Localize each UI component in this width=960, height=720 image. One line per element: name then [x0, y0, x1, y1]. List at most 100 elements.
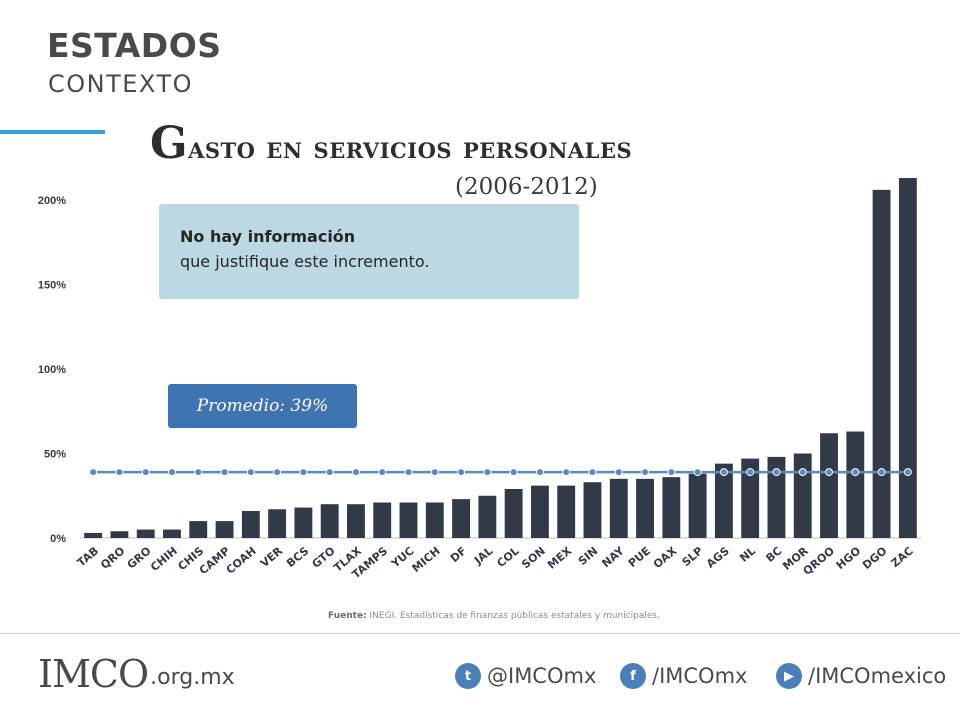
- twitter-link[interactable]: t @IMCOmx: [455, 663, 596, 689]
- average-marker: [614, 468, 623, 477]
- x-tick-label: JAL: [471, 544, 495, 567]
- average-marker: [825, 468, 834, 477]
- logo-wordmark: IMCO: [38, 652, 149, 696]
- average-marker: [115, 468, 124, 477]
- bar: [557, 485, 576, 538]
- average-marker: [798, 468, 807, 477]
- average-marker: [746, 468, 755, 477]
- average-marker: [273, 468, 282, 477]
- bar: [846, 431, 865, 538]
- average-marker: [667, 468, 676, 477]
- x-tick-label: COL: [494, 544, 521, 570]
- bar: [399, 502, 418, 538]
- bar: [452, 499, 471, 538]
- x-tick-label: GRO: [125, 544, 154, 571]
- x-tick-label: VER: [258, 544, 286, 570]
- bar: [425, 502, 444, 538]
- bar: [820, 433, 838, 538]
- average-marker: [220, 468, 229, 477]
- y-tick-label: 200%: [38, 195, 66, 207]
- average-marker: [483, 468, 492, 477]
- bar: [268, 509, 287, 538]
- average-marker: [457, 468, 466, 477]
- average-marker: [194, 468, 203, 477]
- x-tick-label: AGS: [704, 544, 732, 570]
- bar: [714, 463, 733, 538]
- twitter-handle: @IMCOmx: [487, 664, 597, 688]
- x-tick-label: OAX: [651, 544, 680, 571]
- bar: [688, 473, 707, 538]
- chart-period: (2006-2012): [455, 174, 598, 200]
- x-tick-label: SLP: [680, 544, 706, 569]
- bar: [294, 507, 313, 538]
- bar: [347, 504, 365, 538]
- source-label: Fuente:: [328, 611, 367, 621]
- bar: [767, 456, 786, 538]
- x-tick-label: DGO: [860, 544, 889, 572]
- bar: [504, 488, 523, 538]
- average-marker: [89, 468, 98, 477]
- bar: [320, 504, 339, 538]
- bar: [110, 531, 129, 538]
- average-marker: [246, 468, 255, 477]
- average-marker: [641, 468, 650, 477]
- average-marker: [772, 468, 781, 477]
- bar: [741, 458, 760, 538]
- average-marker: [509, 468, 518, 477]
- average-marker: [378, 468, 387, 477]
- x-tick-label: NL: [737, 544, 758, 564]
- twitter-icon: t: [455, 663, 481, 689]
- youtube-link[interactable]: ▶ /IMCOmexico: [776, 663, 946, 689]
- average-marker: [903, 468, 912, 477]
- x-tick-label: MICH: [410, 544, 443, 575]
- average-marker: [877, 468, 886, 477]
- bar: [215, 521, 234, 538]
- imco-logo[interactable]: IMCO .org.mx: [38, 652, 235, 696]
- logo-domain: .org.mx: [150, 665, 235, 690]
- bar: [530, 485, 549, 538]
- bar: [662, 477, 681, 538]
- section-title: ESTADOS: [47, 26, 222, 65]
- section-subtitle: CONTEXTO: [48, 70, 193, 98]
- bar: [872, 189, 891, 539]
- bar: [373, 502, 392, 538]
- y-tick-label: 150%: [38, 280, 66, 292]
- x-tick-label: CHIH: [148, 544, 180, 574]
- facebook-link[interactable]: f /IMCOmx: [620, 663, 747, 689]
- bar: [609, 478, 628, 538]
- average-marker: [851, 468, 860, 477]
- chart-title-initial: G: [150, 118, 189, 169]
- average-marker: [693, 468, 702, 477]
- x-tick-label: QRO: [98, 544, 127, 571]
- average-marker: [404, 468, 413, 477]
- x-tick-label: SIN: [576, 544, 601, 568]
- facebook-handle: /IMCOmx: [652, 664, 748, 688]
- chart-title: Gasto en servicios personales: [150, 118, 930, 169]
- average-marker: [325, 468, 334, 477]
- source-note: Fuente: INEGI. Estadísticas de finanzas …: [0, 611, 940, 621]
- chart-title-rest: asto en servicios personales: [188, 131, 633, 166]
- average-marker: [562, 468, 571, 477]
- average-marker: [588, 468, 597, 477]
- x-tick-label: BCS: [284, 544, 311, 570]
- bar: [163, 529, 181, 538]
- y-tick-label: 100%: [38, 364, 66, 376]
- bar: [583, 482, 602, 538]
- info-callout-heading: No hay información: [180, 227, 356, 246]
- x-tick-label: SON: [519, 544, 548, 571]
- info-callout: No hay información que justifique este i…: [159, 204, 579, 299]
- accent-line: [0, 130, 105, 134]
- x-tick-label: ZAC: [889, 544, 916, 570]
- average-marker: [141, 468, 150, 477]
- bar: [136, 529, 155, 538]
- bar: [793, 453, 812, 538]
- average-marker: [430, 468, 439, 477]
- bar: [898, 178, 917, 538]
- x-tick-label: TAB: [75, 544, 101, 569]
- average-marker: [719, 468, 728, 477]
- bar-chart: 0%50%100%150%200%TABQROGROCHIHCHISCAMPCO…: [38, 178, 921, 581]
- youtube-icon: ▶: [776, 663, 802, 689]
- x-tick-label: NAY: [599, 544, 627, 570]
- x-tick-label: COAH: [224, 544, 259, 576]
- average-marker: [299, 468, 308, 477]
